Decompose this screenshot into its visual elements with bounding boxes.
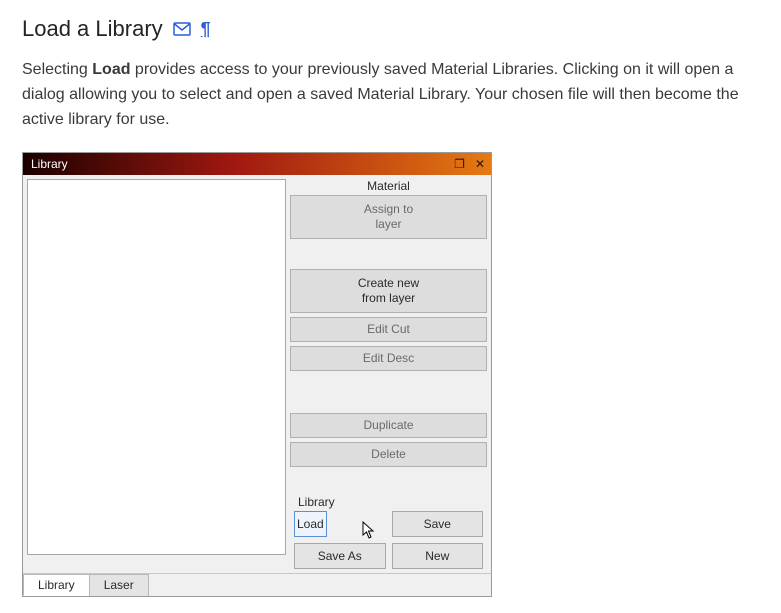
edit-cut-button[interactable]: Edit Cut: [290, 317, 487, 342]
load-button[interactable]: Load: [294, 511, 327, 537]
delete-button[interactable]: Delete: [290, 442, 487, 467]
tab-laser[interactable]: Laser: [89, 574, 149, 596]
edit-desc-button[interactable]: Edit Desc: [290, 346, 487, 371]
save-as-button[interactable]: Save As: [294, 543, 386, 569]
page-title: Load a Library: [22, 16, 163, 42]
description-text: Selecting Load provides access to your p…: [22, 58, 759, 132]
window-title: Library: [31, 157, 68, 171]
close-icon[interactable]: ✕: [475, 158, 485, 170]
create-from-layer-button[interactable]: Create new from layer: [290, 269, 487, 313]
duplicate-button[interactable]: Duplicate: [290, 413, 487, 438]
library-window: Library ❐ ✕ Material Assign to layer Cre…: [22, 152, 492, 597]
mail-icon[interactable]: [173, 22, 191, 36]
library-section-label: Library: [294, 495, 483, 511]
save-button[interactable]: Save: [392, 511, 484, 537]
pilcrow-icon[interactable]: ¶: [201, 19, 211, 40]
material-list[interactable]: [27, 179, 286, 555]
titlebar: Library ❐ ✕: [23, 153, 491, 175]
new-button[interactable]: New: [392, 543, 484, 569]
tab-library[interactable]: Library: [23, 574, 90, 596]
assign-to-layer-button[interactable]: Assign to layer: [290, 195, 487, 239]
material-section-label: Material: [290, 179, 487, 195]
bottom-tabs: Library Laser: [23, 573, 491, 596]
undock-icon[interactable]: ❐: [454, 158, 465, 170]
cursor-icon: [362, 521, 376, 539]
